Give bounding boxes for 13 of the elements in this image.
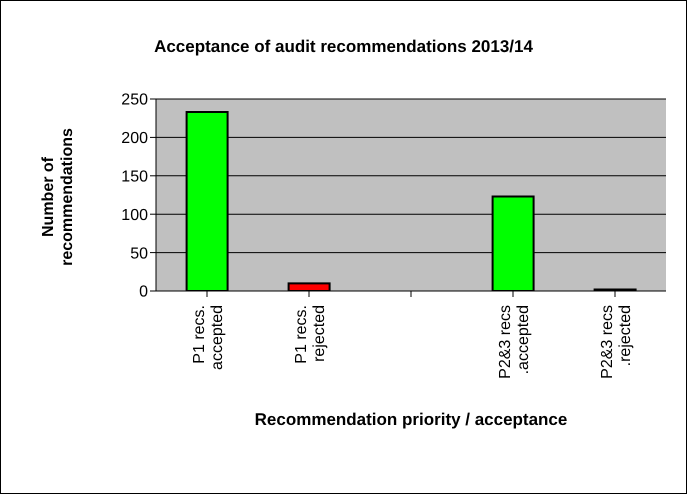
x-tick-label: P1 recs. accepted — [191, 305, 226, 370]
y-tick-label: 50 — [130, 245, 148, 262]
x-tick-label: P2&3 recs .accepted — [497, 305, 532, 379]
x-tick-label: P2&3 recs .rejected — [599, 305, 634, 379]
x-tick-label: P1 recs. rejected — [293, 305, 328, 364]
y-tick-label: 150 — [121, 168, 148, 186]
y-tick-label: 0 — [139, 284, 148, 301]
x-axis-title: Recommendation priority / acceptance — [254, 410, 568, 429]
y-axis-title: Number of recommendations — [39, 128, 77, 266]
y-tick-label: 100 — [121, 206, 148, 224]
y-tick-label: 250 — [121, 92, 148, 109]
chart-title: Acceptance of audit recommendations 2013/14 — [153, 37, 534, 57]
y-tick-label: 200 — [121, 130, 148, 148]
